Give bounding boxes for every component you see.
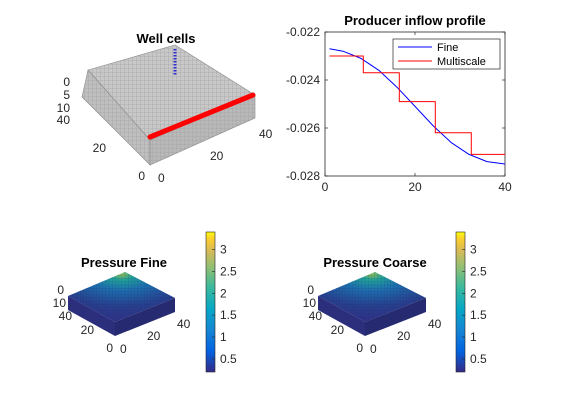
grid-front-lines [150, 95, 255, 165]
pf-front-cells [115, 298, 175, 336]
pc-colorbar-ticks: 0.5 1 1.5 2 2.5 3 [462, 243, 487, 366]
pc-x-tick-40: 40 [428, 317, 442, 331]
pf-x-tick-20: 20 [147, 329, 161, 343]
inflow-panel: Producer inflow profile 0 20 40 -0.022 -0.02… [286, 13, 512, 194]
pc-x-tick-0: 0 [370, 342, 377, 356]
pc-top-cells [318, 272, 426, 322]
pf-x-tick-0: 0 [120, 342, 127, 356]
inflow-xtick-label-1: 20 [408, 180, 422, 194]
pressure-coarse-panel: Pressure Coarse 0 10 40 20 0 0 20 40 0.5… [303, 231, 487, 373]
pf-z-tick-10: 10 [53, 296, 67, 310]
legend-ms-label: Multiscale [437, 56, 486, 68]
well-cells-title: Well cells [136, 31, 195, 46]
pf-cbtick-label-1: 1 [220, 330, 227, 344]
pressure-fine-panel: Pressure Fine 0 10 40 20 0 0 20 40 0.5 1 1… [53, 231, 237, 373]
inflow-xtick-label-0: 0 [322, 180, 329, 194]
pf-x-tick-40: 40 [177, 317, 191, 331]
y-tick-20: 20 [93, 141, 107, 155]
x-tick-20: 20 [210, 149, 224, 163]
inflow-ytick-label-2: -0.026 [286, 121, 320, 135]
pc-left-cells [318, 296, 365, 336]
inflow-lines [329, 48, 506, 165]
pf-cbtick-label-0: 0.5 [220, 352, 237, 366]
pc-y-tick-40: 40 [309, 309, 323, 323]
legend-fine-label: Fine [437, 42, 458, 54]
pf-cbtick-label-3: 2 [220, 286, 227, 300]
pc-cbtick-label-4: 2.5 [470, 264, 487, 278]
pf-colorbar-ticks: 0.5 1 1.5 2 2.5 3 [212, 243, 237, 366]
y-tick-40: 40 [57, 113, 71, 127]
grid-top-lines [88, 45, 255, 140]
pc-colorbar [455, 231, 466, 373]
inflow-ytick-label-1: -0.024 [286, 73, 320, 87]
pressure-fine-title: Pressure Fine [81, 255, 167, 270]
grid-left-lines [82, 70, 150, 165]
legend-box [392, 38, 501, 70]
well-cells-panel: Well cells 0 5 10 40 20 0 0 20 40 [57, 31, 273, 185]
pf-top-cells [68, 272, 175, 322]
inflow-ytick-label-3: -0.028 [286, 169, 320, 183]
pf-y-tick-40: 40 [59, 309, 73, 323]
pc-front-cells [365, 298, 426, 336]
pc-x-tick-20: 20 [397, 329, 411, 343]
pf-y-tick-0: 0 [106, 341, 113, 355]
y-tick-0: 0 [138, 169, 145, 183]
inflow-legend: Fine Multiscale [392, 38, 501, 70]
inflow-ticks: 0 20 40 -0.022 -0.024 -0.026 -0.028 [286, 25, 512, 194]
z-tick-5: 5 [63, 88, 70, 102]
inflow-xtick-label-2: 40 [498, 180, 512, 194]
pressure-coarse-title: Pressure Coarse [323, 255, 426, 270]
pc-z-tick-10: 10 [303, 296, 317, 310]
inflow-title: Producer inflow profile [344, 13, 486, 28]
pc-cbtick-label-5: 3 [470, 243, 477, 257]
x-tick-40: 40 [259, 127, 273, 141]
pc-cbtick-label-0: 0.5 [470, 352, 487, 366]
pf-z-tick-0: 0 [57, 283, 64, 297]
x-tick-0: 0 [158, 171, 165, 185]
inflow-series-multiscale-line [329, 55, 505, 155]
pc-y-tick-20: 20 [331, 323, 345, 337]
pf-colorbar [205, 231, 216, 373]
pf-y-tick-20: 20 [81, 323, 95, 337]
z-tick-0: 0 [63, 75, 70, 89]
z-tick-10: 10 [57, 101, 71, 115]
pc-y-tick-0: 0 [356, 341, 363, 355]
pc-cbtick-label-1: 1 [470, 330, 477, 344]
pc-cbtick-label-3: 2 [470, 286, 477, 300]
pf-left-cells [68, 296, 115, 336]
pc-cbtick-label-2: 1.5 [470, 308, 487, 322]
pc-z-tick-0: 0 [307, 283, 314, 297]
pf-cbtick-label-5: 3 [220, 243, 227, 257]
pf-cbtick-label-4: 2.5 [220, 264, 237, 278]
pf-cbtick-label-2: 1.5 [220, 308, 237, 322]
producer-well [147, 92, 256, 140]
inflow-ytick-label-0: -0.022 [286, 25, 320, 39]
